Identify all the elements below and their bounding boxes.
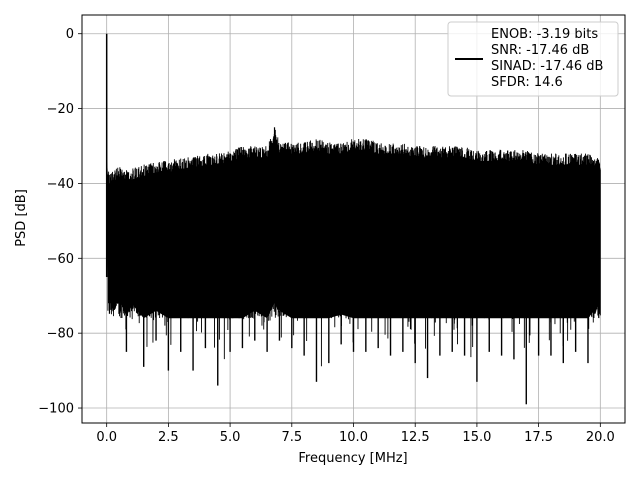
legend-line-sinad: SINAD: -17.46 dB <box>491 59 603 74</box>
x-tick-label: 0.0 <box>96 430 117 445</box>
y-tick-label: −80 <box>47 327 74 342</box>
x-tick-label: 15.0 <box>462 430 491 445</box>
y-tick-label: −20 <box>47 102 74 117</box>
legend: ENOB: -3.19 bits SNR: -17.46 dB SINAD: -… <box>447 21 619 97</box>
y-tick-label: −60 <box>47 252 74 267</box>
x-axis-ticks: 0.0 2.5 5.0 7.5 10.0 12.5 15.0 17.5 20.0 <box>96 423 615 445</box>
y-tick-label: 0 <box>66 27 74 42</box>
psd-trace <box>105 33 601 405</box>
y-axis-ticks: 0 −20 −40 −60 −80 −100 <box>38 27 82 417</box>
x-tick-label: 10.0 <box>339 430 368 445</box>
legend-line-sfdr: SFDR: 14.6 <box>491 75 563 90</box>
x-tick-label: 20.0 <box>586 430 615 445</box>
x-tick-label: 7.5 <box>281 430 302 445</box>
x-tick-label: 5.0 <box>220 430 241 445</box>
x-tick-label: 12.5 <box>401 430 430 445</box>
psd-noise-detail <box>107 129 601 367</box>
y-tick-label: −40 <box>47 177 74 192</box>
legend-line-enob: ENOB: -3.19 bits <box>491 27 598 42</box>
x-tick-label: 17.5 <box>524 430 553 445</box>
legend-box <box>447 21 619 97</box>
y-axis-label: PSD [dB] <box>14 189 29 247</box>
x-tick-label: 2.5 <box>158 430 179 445</box>
x-axis-label: Frequency [MHz] <box>298 451 407 466</box>
y-tick-label: −100 <box>38 402 74 417</box>
legend-line-snr: SNR: -17.46 dB <box>491 43 589 58</box>
